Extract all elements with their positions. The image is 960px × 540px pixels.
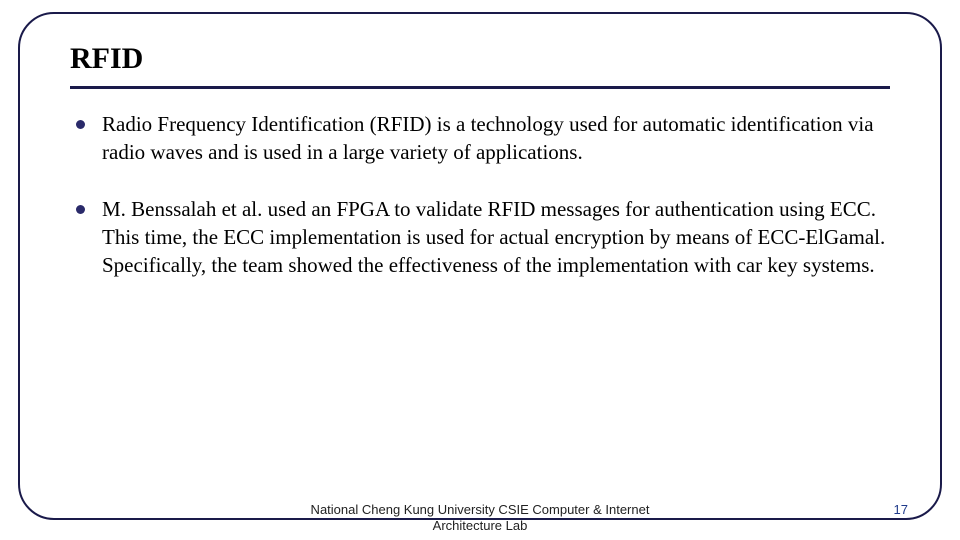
list-item: Radio Frequency Identification (RFID) is… (74, 111, 890, 166)
page-number: 17 (894, 502, 908, 517)
slide-title: RFID (70, 42, 890, 76)
title-underline (70, 86, 890, 89)
list-item: M. Benssalah et al. used an FPGA to vali… (74, 196, 890, 279)
slide-frame: RFID Radio Frequency Identification (RFI… (18, 12, 942, 520)
slide-footer: National Cheng Kung University CSIE Comp… (0, 502, 960, 534)
bullet-list: Radio Frequency Identification (RFID) is… (70, 111, 890, 280)
footer-affiliation: National Cheng Kung University CSIE Comp… (311, 502, 650, 535)
